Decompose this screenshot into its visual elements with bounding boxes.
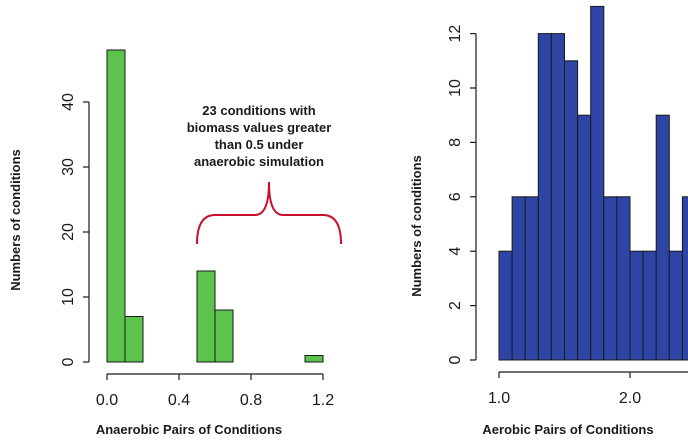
right-y-tick-label: 4	[447, 247, 464, 256]
left-bar-4	[304, 355, 324, 363]
anaerobic-x-axis-label: Anaerobic Pairs of Conditions	[96, 422, 282, 437]
aerobic-bars	[498, 5, 688, 361]
right-bar-0	[498, 250, 513, 361]
left-x-tick-label: 0.4	[168, 392, 190, 409]
right-bar-11	[642, 250, 657, 361]
anaerobic-y-axis-label: Numbers of conditions	[8, 149, 23, 291]
right-bar-3	[537, 33, 552, 361]
left-bar-3	[214, 309, 234, 363]
left-bar-0	[106, 49, 126, 363]
right-bar-2	[524, 196, 539, 361]
aerobic-x-ticks: 1.02.03.0	[488, 372, 641, 407]
aerobic-x-axis-label: Aerobic Pairs of Conditions	[482, 422, 653, 437]
annotation-line-1: 23 conditions with	[202, 103, 315, 118]
left-y-tick-label: 30	[60, 158, 77, 176]
right-y-tick-label: 8	[447, 138, 464, 147]
left-x-tick-label: 1.2	[312, 392, 334, 409]
left-bar-2	[196, 270, 216, 363]
left-bar-1	[124, 316, 144, 363]
left-x-tick-label: 0.0	[96, 392, 118, 409]
right-x-tick-label: 1.0	[488, 390, 510, 407]
left-y-tick-label: 10	[60, 288, 77, 306]
anaerobic-x-ticks: 0.0 0.4 0.8 1.2	[96, 374, 334, 409]
right-bar-13	[668, 250, 683, 361]
right-bar-7	[590, 5, 605, 361]
annotation-line-3: than 0.5 under	[215, 137, 304, 152]
anaerobic-bars	[106, 49, 324, 363]
left-y-tick-label: 0	[60, 357, 77, 366]
right-bar-6	[577, 114, 592, 361]
right-y-tick-label: 12	[447, 25, 464, 43]
right-y-tick-label: 2	[447, 301, 464, 310]
right-bar-14	[681, 196, 688, 361]
right-bar-9	[616, 196, 631, 361]
aerobic-y-axis-label: Numbers of conditions	[409, 155, 424, 297]
annotation-line-2: biomass values greater	[187, 120, 332, 135]
right-x-tick-label: 2.0	[619, 390, 641, 407]
annotation-brace	[196, 181, 342, 245]
anaerobic-histogram-panel: 0 10 20 30 40 0.0 0.4 0.8 1.2 Numbers of condit…	[8, 49, 342, 437]
left-y-tick-label: 40	[60, 93, 77, 111]
right-bar-12	[655, 114, 670, 361]
anaerobic-y-ticks: 0 10 20 30 40	[60, 93, 89, 366]
annotation-line-4: anaerobic simulation	[194, 154, 324, 169]
right-bar-5	[564, 60, 579, 361]
left-x-tick-label: 0.8	[240, 392, 262, 409]
right-bar-1	[511, 196, 526, 361]
left-y-tick-label: 20	[60, 223, 77, 241]
right-y-tick-label: 0	[447, 355, 464, 364]
right-bar-4	[550, 33, 566, 361]
annotation-text: 23 conditions with biomass values greate…	[187, 103, 332, 169]
right-y-tick-label: 10	[447, 79, 464, 97]
right-bar-8	[603, 196, 618, 361]
right-y-tick-label: 6	[447, 192, 464, 201]
right-bar-10	[629, 250, 644, 361]
aerobic-y-ticks: 0 2 4 6 8 10 12	[447, 25, 476, 364]
